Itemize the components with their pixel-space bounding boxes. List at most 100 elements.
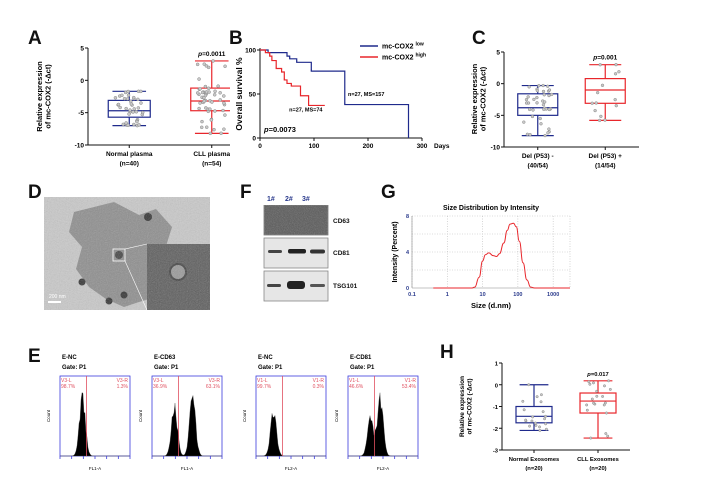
data-point — [593, 108, 597, 113]
y-axis-label: Relative expressionof mc-COX2 (-Δct) — [470, 63, 488, 134]
data-point — [601, 395, 605, 398]
data-point — [126, 93, 131, 97]
series-annotation-high: n=27, MS=74 — [289, 108, 323, 114]
legend-label: mc-COX2 low — [382, 42, 424, 51]
data-point — [218, 91, 222, 95]
p-value-annotation: p=0.0011 — [197, 51, 226, 58]
gate-left-percent: 36.9% — [153, 384, 168, 390]
x-category-label: (n=20) — [589, 466, 606, 472]
data-point — [136, 97, 140, 102]
chart-a-boxplot: Relative expressionof mc-COX2 (-Δct) 5 0 -5… — [35, 46, 230, 168]
data-point — [617, 70, 621, 74]
data-point — [599, 114, 603, 119]
data-point — [113, 96, 118, 100]
data-point — [547, 93, 551, 98]
flow-panels: E-NC Gate: P1 V3-L 98.7% V3-R 1.3% FL1-A Count E… — [40, 352, 440, 482]
data-point — [547, 88, 552, 92]
data-point — [128, 99, 133, 104]
data-point — [135, 119, 139, 124]
y-tick-label: 100 — [245, 48, 256, 55]
data-point — [212, 93, 217, 97]
data-point — [534, 423, 538, 427]
y-tick-label: 0 — [495, 383, 498, 389]
gate-right-percent: 53.4% — [402, 384, 417, 390]
data-point — [600, 83, 605, 87]
data-point — [585, 403, 589, 407]
data-point — [527, 85, 531, 89]
scale-bar-label: 200 nm — [49, 294, 66, 300]
flow-gate: Gate: P1 — [154, 365, 179, 371]
data-point — [216, 84, 220, 88]
data-point — [198, 101, 202, 105]
x-tick-label: 1 — [446, 292, 449, 298]
data-point — [208, 107, 212, 111]
western-blot: CD63 CD81 TSG101 — [263, 205, 358, 302]
data-point — [210, 100, 214, 104]
data-point — [211, 59, 215, 63]
data-point — [203, 84, 208, 89]
data-point — [539, 400, 543, 404]
chart-b-survival: Overall survival % 0 50 100 0 100 200 300 Days mc… — [234, 42, 450, 151]
data-point — [541, 89, 546, 94]
y-tick-label: 8 — [406, 214, 409, 220]
histogram-fill — [60, 392, 130, 457]
data-point — [200, 90, 205, 95]
y-axis-label-line: of mc-COX2 (-Δct) — [479, 66, 488, 131]
panel-letter-h: H — [440, 342, 454, 363]
data-point — [525, 132, 530, 136]
x-category-label: Normal Exosomes — [509, 457, 560, 463]
flow-gate: Gate: P1 — [258, 365, 283, 371]
y-tick-label: 0 — [406, 286, 409, 292]
p-symbol: p — [586, 372, 591, 378]
box-iqr — [190, 87, 230, 112]
data-point — [605, 411, 608, 415]
chart-g-dls: Size Distribution by Intensity 0 4 8 0.1 1 10 1… — [392, 205, 571, 310]
data-point — [602, 403, 606, 407]
x-category-label: Normal plasma — [106, 151, 153, 158]
y-tick-label: -2 — [493, 427, 498, 433]
p-value-annotation: p=0.001 — [592, 55, 617, 62]
x-axis-label: FL2-A — [377, 466, 389, 471]
data-point — [590, 101, 594, 105]
flow-title: E-CD63 — [154, 355, 176, 361]
legend-name: mc-COX2 — [382, 44, 415, 51]
data-point — [595, 389, 599, 393]
gate-left-percent: 99.7% — [257, 384, 272, 390]
x-category-label: CLL plasma — [193, 151, 230, 158]
series-annotation-low: n=27, MS=157 — [348, 92, 384, 98]
data-point — [213, 89, 217, 94]
y-tick-label: 0 — [80, 78, 84, 85]
blot-label-tsg101: TSG101 — [333, 283, 358, 290]
data-point — [585, 408, 589, 412]
gate-left-percent: 98.7% — [61, 384, 76, 390]
p-symbol: p — [592, 55, 597, 62]
y-tick-label: -1 — [493, 405, 499, 411]
y-axis-label-line: of mc-COX2 (-Δct) — [467, 379, 474, 435]
data-point — [126, 123, 130, 128]
blot-label-cd63: CD63 — [333, 218, 350, 225]
data-point — [208, 131, 213, 136]
data-point — [202, 62, 207, 66]
legend-sup: high — [415, 53, 426, 59]
data-point — [206, 86, 211, 91]
data-point — [603, 118, 607, 122]
p-value: =0.001 — [597, 55, 617, 62]
y-tick-label: -5 — [78, 110, 84, 117]
data-point — [537, 84, 541, 88]
x-tick-label: 10 — [480, 292, 486, 298]
box-iqr — [515, 405, 553, 424]
flow-gate: Gate: P1 — [62, 365, 87, 371]
data-point — [608, 387, 612, 391]
data-point — [521, 399, 525, 403]
data-point — [546, 84, 550, 88]
legend-label: mc-COX2 high — [382, 53, 426, 62]
chart-c-y-label-wrap: Relative expressionof mc-COX2 (-Δct) — [470, 63, 488, 134]
tem-zoom-line — [124, 243, 148, 250]
x-tick-label: 1000 — [547, 292, 559, 298]
data-point — [124, 106, 128, 111]
box-iqr — [517, 93, 559, 116]
data-point — [539, 122, 543, 126]
data-point — [533, 421, 537, 425]
data-point — [535, 101, 539, 105]
data-point — [535, 95, 539, 100]
